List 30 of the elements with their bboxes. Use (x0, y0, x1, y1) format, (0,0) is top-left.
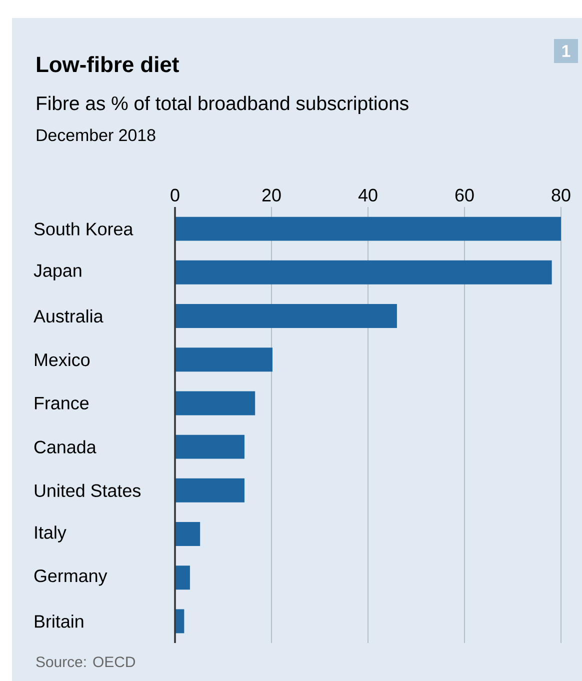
bar (175, 566, 190, 590)
bar (175, 609, 184, 634)
y-tick-label: Japan (34, 264, 82, 280)
x-tick-label: 80 (552, 188, 570, 202)
x-tick-label: 40 (358, 188, 378, 202)
y-tick-label: Italy (35, 526, 66, 542)
text: 1 (562, 45, 570, 57)
bar (175, 434, 244, 459)
bar (175, 522, 200, 546)
bar (175, 260, 552, 284)
x-tick-label: 60 (455, 188, 474, 202)
y-tick-label: France (34, 396, 89, 410)
chart-subtitle: Fibre as % of total broadband subscriptions (37, 96, 408, 114)
text: December 2018 (36, 128, 156, 142)
y-tick-label: Germany (34, 569, 108, 586)
bar (175, 391, 256, 416)
y-tick-label: Canada (34, 440, 96, 454)
source-note: Source: OECD (36, 656, 136, 668)
bar (175, 216, 561, 241)
x-tick-label: 20 (262, 188, 281, 202)
y-tick-label: Mexico (34, 353, 90, 366)
y-tick-label: South Korea (34, 222, 134, 236)
x-tick-label: 0 (170, 188, 180, 202)
bar (175, 478, 244, 502)
bar (175, 304, 397, 328)
y-tick-label: Britain (34, 614, 84, 628)
y-tick-label: Australia (34, 309, 104, 323)
chart-title: Low-fibre diet (36, 56, 179, 72)
y-tick-label: United States (34, 484, 141, 497)
bar (175, 348, 272, 372)
